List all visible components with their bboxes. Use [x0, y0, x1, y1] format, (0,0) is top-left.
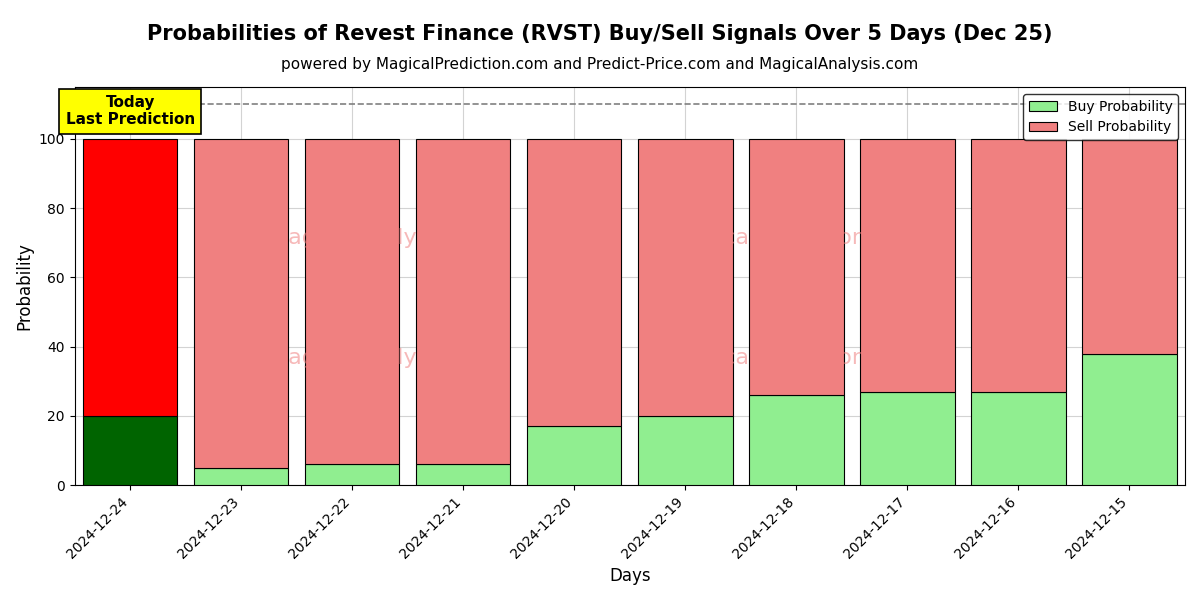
Bar — [860, 392, 955, 485]
Bar — [305, 139, 400, 464]
Bar — [1082, 139, 1177, 353]
Bar — [971, 139, 1066, 392]
Bar — [749, 395, 844, 485]
Text: powered by MagicalPrediction.com and Predict-Price.com and MagicalAnalysis.com: powered by MagicalPrediction.com and Pre… — [281, 57, 919, 72]
Text: MagicalPrediction.com: MagicalPrediction.com — [671, 229, 922, 248]
Bar — [416, 139, 510, 464]
X-axis label: Days: Days — [610, 567, 650, 585]
Bar — [527, 427, 622, 485]
Bar — [860, 139, 955, 392]
Bar — [527, 139, 622, 427]
Bar — [83, 416, 178, 485]
Bar — [194, 139, 288, 468]
Bar — [194, 468, 288, 485]
Bar — [749, 139, 844, 395]
Bar — [1082, 353, 1177, 485]
Bar — [971, 392, 1066, 485]
Text: Probabilities of Revest Finance (RVST) Buy/Sell Signals Over 5 Days (Dec 25): Probabilities of Revest Finance (RVST) B… — [148, 24, 1052, 44]
Y-axis label: Probability: Probability — [16, 242, 34, 330]
Text: Today
Last Prediction: Today Last Prediction — [66, 95, 194, 127]
Bar — [416, 464, 510, 485]
Legend: Buy Probability, Sell Probability: Buy Probability, Sell Probability — [1024, 94, 1178, 140]
Text: MagicalPrediction.com: MagicalPrediction.com — [671, 348, 922, 368]
Text: MagicalAnalysis.com: MagicalAnalysis.com — [270, 348, 502, 368]
Bar — [638, 139, 732, 416]
Bar — [83, 139, 178, 416]
Bar — [638, 416, 732, 485]
Text: MagicalAnalysis.com: MagicalAnalysis.com — [270, 229, 502, 248]
Bar — [305, 464, 400, 485]
